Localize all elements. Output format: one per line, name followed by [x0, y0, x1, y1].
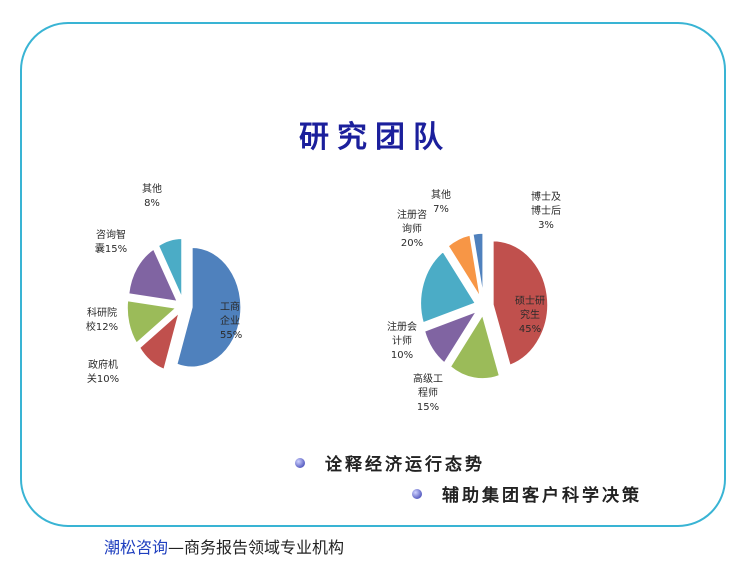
slide-title: 研究团队: [299, 120, 451, 155]
pie-slice-label: 工商企业 55%: [220, 300, 242, 341]
pie-slice-label: 政府机关10%: [87, 358, 119, 385]
pie-slice-label: 注册咨询师 20%: [397, 208, 427, 249]
pie-slice: [157, 237, 183, 299]
bullet-item-2: 辅助集团客户科学决策: [412, 481, 642, 506]
pie-slice-label: 硕士研究生 45%: [515, 294, 545, 335]
bullet-dot-icon: [412, 488, 422, 499]
pie-slice: [471, 232, 484, 298]
pie-slice: [126, 299, 178, 345]
pie-slice-label: 博士及博士后 3%: [531, 190, 561, 231]
pie-slice-label: 其他 7%: [431, 188, 451, 215]
footer-tagline: —商务报告领域专业机构: [168, 538, 345, 557]
pie-slice-label: 其他 8%: [142, 182, 162, 209]
footer-brand: 潮松咨询: [104, 538, 169, 557]
pie-slice: [419, 250, 477, 324]
pie-slice: [127, 247, 179, 303]
bullet-item-1: 诠释经济运行态势: [295, 450, 485, 475]
pie-slice: [447, 233, 482, 299]
pie-slice-label: 咨询智囊15%: [95, 228, 127, 255]
pie-slice-label: 高级工程师 15%: [413, 372, 443, 413]
pie-chart-team-composition: 硕士研究生 45% 高级工程师 15% 注册会计师 10% 注册咨询师 20%其他 7% 博士及博…: [387, 188, 561, 413]
pie-slice-label: 注册会计师 10%: [387, 320, 417, 361]
pie-slice-label: 科研院校12%: [86, 306, 118, 333]
pie-slice: [449, 313, 501, 380]
footer: 潮松咨询—商务报告领域专业机构: [104, 534, 344, 558]
pie-slice: [138, 310, 181, 371]
pie-slice: [423, 309, 479, 365]
bullet-text-2: 辅助集团客户科学决策: [442, 486, 642, 506]
pie-slice: [175, 246, 242, 368]
pie-slice: [492, 239, 549, 367]
pie-chart-client-types: 工商企业 55% 政府机关10% 科研院校12% 咨询智囊15% 其他 8%: [86, 182, 242, 385]
bullet-dot-icon: [295, 457, 305, 468]
bullet-text-1: 诠释经济运行态势: [325, 455, 485, 475]
